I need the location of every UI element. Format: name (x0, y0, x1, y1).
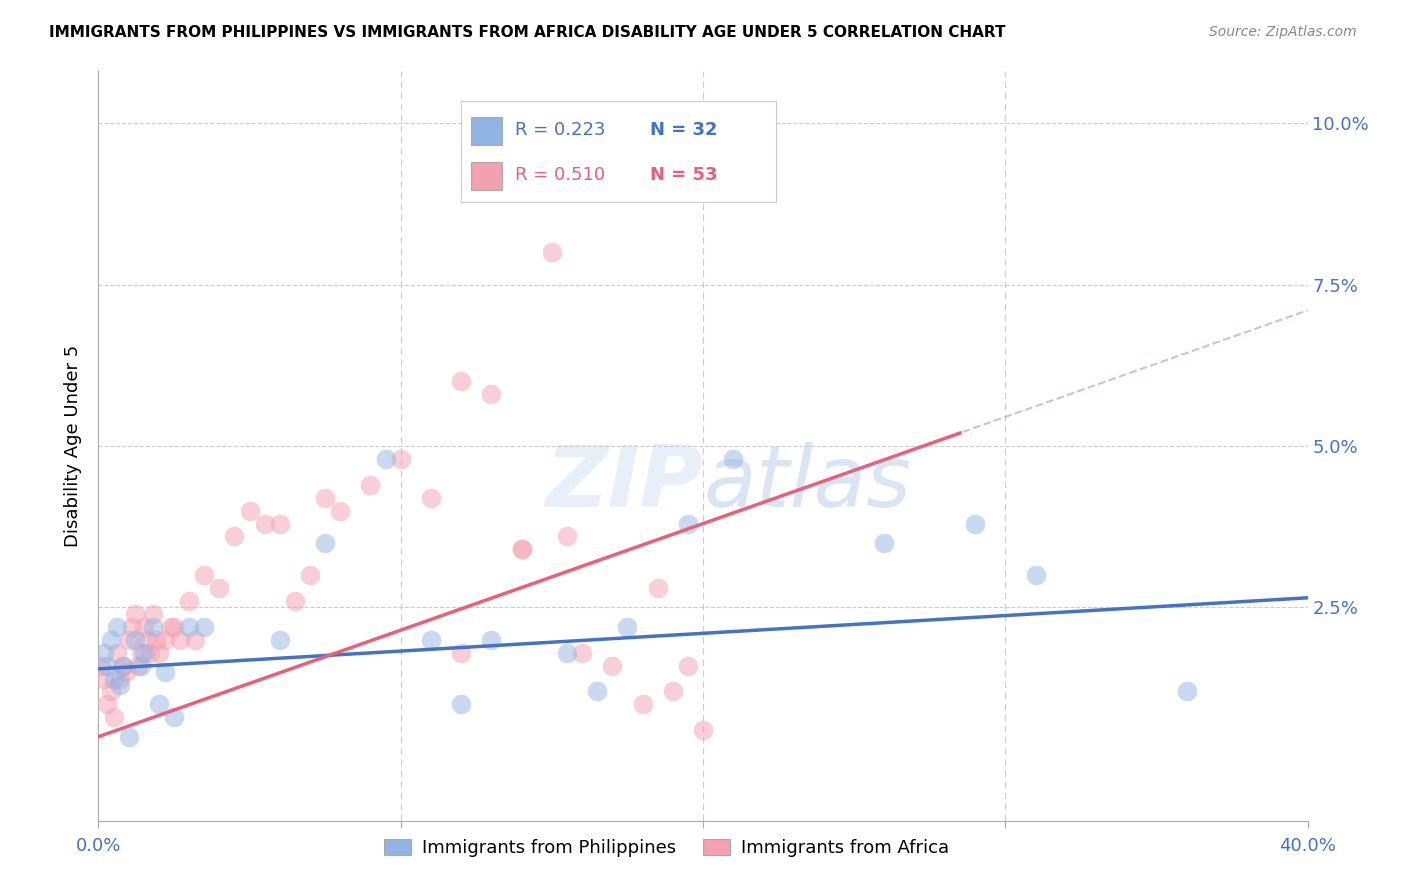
Point (631, 698, 654, 712)
Point (118, 730, 141, 744)
Point (481, 387, 503, 401)
Point (647, 581, 669, 595)
Point (153, 665, 176, 679)
Point (135, 632, 157, 647)
Point (723, 451, 745, 466)
Point (145, 632, 167, 647)
Point (1024, 568, 1046, 582)
Point (111, 658, 134, 673)
Point (163, 710, 186, 724)
Point (93, 646, 115, 660)
Point (114, 665, 136, 679)
Point (314, 536, 336, 550)
Point (586, 684, 609, 698)
Point (555, 646, 578, 660)
Point (124, 632, 146, 647)
Point (103, 710, 125, 724)
Point (555, 529, 578, 543)
Point (169, 632, 191, 647)
Point (616, 620, 638, 634)
Point (540, 245, 562, 260)
Point (284, 594, 307, 608)
Point (111, 658, 134, 673)
Point (661, 684, 683, 698)
Legend: Immigrants from Philippines, Immigrants from Africa: Immigrants from Philippines, Immigrants … (377, 831, 956, 864)
Text: 0.0%: 0.0% (76, 838, 121, 855)
Text: Source: ZipAtlas.com: Source: ZipAtlas.com (1209, 25, 1357, 39)
Point (420, 632, 443, 647)
Point (153, 632, 176, 647)
Text: atlas: atlas (703, 442, 911, 525)
Point (93, 672, 115, 686)
Point (481, 632, 503, 647)
Text: ZIP: ZIP (546, 442, 703, 525)
Point (96, 658, 118, 673)
Point (193, 568, 215, 582)
Point (389, 451, 412, 466)
Point (124, 607, 146, 621)
Point (269, 516, 291, 531)
Point (142, 620, 165, 634)
Point (129, 646, 152, 660)
Point (510, 542, 533, 557)
Point (299, 568, 322, 582)
Point (132, 620, 155, 634)
Point (148, 646, 170, 660)
Point (100, 684, 122, 698)
Point (314, 491, 336, 505)
Point (360, 477, 382, 491)
Point (108, 678, 131, 692)
Text: 40.0%: 40.0% (1279, 838, 1336, 855)
Point (873, 536, 896, 550)
Point (510, 542, 533, 557)
Point (208, 581, 231, 595)
Point (132, 646, 155, 660)
Point (139, 646, 162, 660)
Point (105, 620, 128, 634)
Point (193, 620, 215, 634)
Point (90, 658, 112, 673)
Point (179, 594, 201, 608)
Point (676, 658, 699, 673)
Point (602, 658, 624, 673)
Text: IMMIGRANTS FROM PHILIPPINES VS IMMIGRANTS FROM AFRICA DISABILITY AGE UNDER 5 COR: IMMIGRANTS FROM PHILIPPINES VS IMMIGRANT… (49, 25, 1005, 40)
Point (450, 698, 472, 712)
Point (127, 658, 149, 673)
Point (148, 698, 170, 712)
Point (103, 672, 125, 686)
Point (692, 723, 714, 738)
Point (129, 658, 152, 673)
Point (253, 516, 276, 531)
Point (374, 451, 396, 466)
Point (121, 620, 143, 634)
Point (96, 698, 118, 712)
Point (142, 607, 165, 621)
Point (179, 620, 201, 634)
Point (420, 491, 443, 505)
Point (160, 620, 183, 634)
Point (100, 632, 122, 647)
Y-axis label: Disability Age Under 5: Disability Age Under 5 (65, 345, 83, 547)
Point (239, 503, 262, 517)
Point (118, 632, 141, 647)
Point (450, 646, 472, 660)
Point (105, 646, 128, 660)
Point (224, 529, 246, 543)
Point (184, 632, 207, 647)
Point (163, 620, 186, 634)
Point (571, 646, 593, 660)
Point (676, 516, 699, 531)
Point (108, 672, 131, 686)
Point (1175, 684, 1198, 698)
Point (329, 503, 352, 517)
Point (965, 516, 987, 531)
Point (269, 632, 291, 647)
Point (450, 375, 472, 389)
